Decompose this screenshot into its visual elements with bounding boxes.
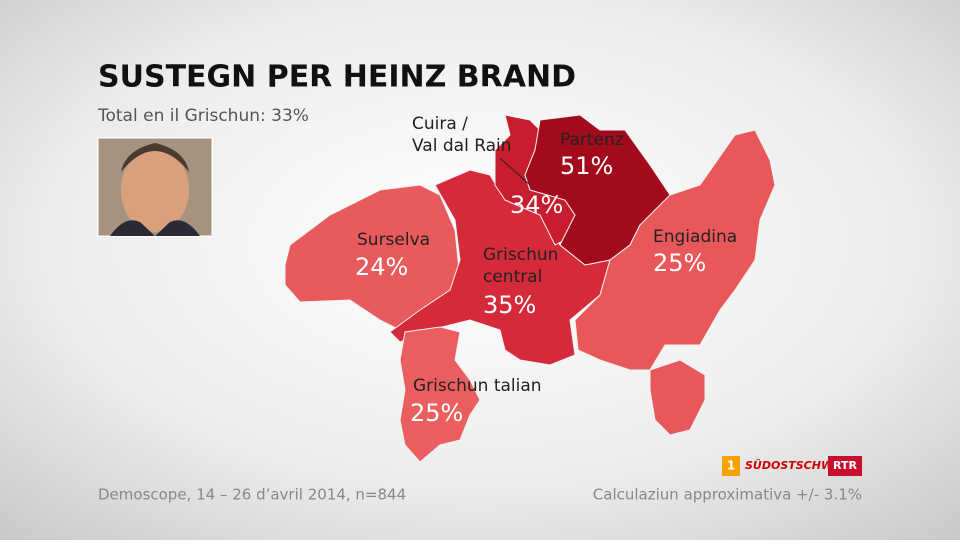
region-name: central bbox=[483, 267, 542, 287]
region bbox=[399, 326, 481, 463]
note: Calculaziun approximativa +/- 3.1% bbox=[593, 486, 862, 504]
region-name: Grischun talian bbox=[413, 376, 542, 396]
region-value: 25% bbox=[410, 399, 463, 427]
region bbox=[574, 129, 776, 436]
leader-line bbox=[499, 157, 531, 186]
region-name: Val dal Rain bbox=[412, 136, 512, 156]
region-value: 51% bbox=[560, 152, 613, 180]
region-value: 34% bbox=[510, 191, 563, 219]
portrait bbox=[97, 137, 213, 237]
region-name: Grischun bbox=[483, 245, 558, 265]
region-name: Partenz bbox=[560, 130, 624, 150]
logo-1-text: 1 bbox=[727, 459, 735, 473]
map bbox=[284, 114, 776, 463]
logo-rtr-text: RTR bbox=[833, 459, 857, 472]
region-value: 24% bbox=[355, 253, 408, 281]
source: Demoscope, 14 – 26 d’avril 2014, n=844 bbox=[98, 486, 406, 504]
region-name: Cuira / bbox=[412, 114, 468, 134]
subtitle: Total en il Grischun: 33% bbox=[97, 106, 309, 126]
logos: 1 SÜDOSTSCHWEIZ RTR bbox=[722, 456, 862, 476]
logo-suedostschweiz: SÜDOSTSCHWEIZ bbox=[745, 458, 854, 472]
logo-1 bbox=[722, 456, 740, 476]
logo-rtr bbox=[828, 456, 862, 476]
title: SUSTEGN PER HEINZ BRAND bbox=[98, 60, 576, 95]
region-value: 35% bbox=[483, 291, 536, 319]
region-value: 25% bbox=[653, 249, 706, 277]
region-name: Surselva bbox=[357, 230, 430, 250]
region-name: Engiadina bbox=[653, 227, 737, 247]
